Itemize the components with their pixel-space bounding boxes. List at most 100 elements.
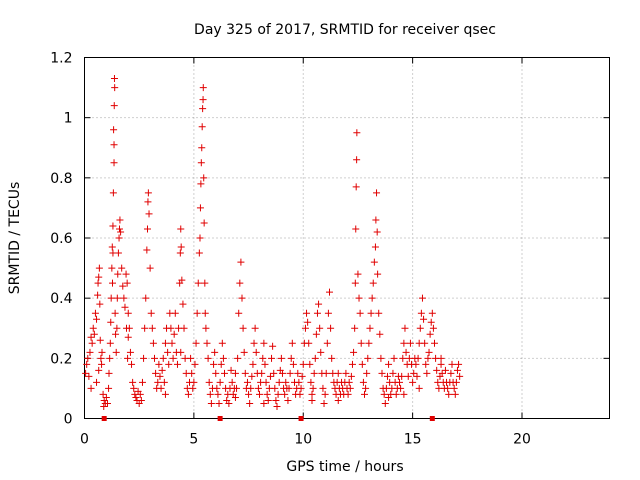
data-point — [161, 339, 169, 347]
data-point — [118, 264, 126, 272]
data-point — [178, 276, 186, 284]
data-point — [456, 372, 464, 380]
data-point — [123, 324, 130, 332]
data-point — [355, 294, 363, 302]
data-point — [87, 384, 95, 392]
data-point — [188, 369, 196, 377]
data-point — [191, 360, 199, 368]
data-points — [82, 75, 464, 410]
data-point — [305, 339, 313, 347]
data-point — [116, 225, 123, 233]
data-point — [218, 339, 226, 347]
data-point — [396, 378, 403, 386]
data-point — [120, 294, 128, 302]
data-point — [334, 369, 342, 377]
data-point — [359, 378, 367, 386]
data-point — [268, 354, 276, 362]
data-point — [195, 249, 203, 257]
data-point — [138, 378, 146, 386]
axis-markers — [101, 416, 435, 421]
data-point — [364, 354, 372, 362]
data-point — [156, 372, 164, 380]
data-point — [327, 324, 335, 332]
data-point — [397, 384, 405, 392]
data-point — [377, 354, 385, 362]
data-point — [193, 309, 201, 317]
data-point — [111, 84, 119, 92]
data-point — [194, 279, 202, 287]
data-point — [269, 342, 277, 350]
data-point — [151, 354, 158, 362]
data-point — [431, 339, 438, 347]
data-point — [107, 294, 115, 302]
data-point — [103, 399, 111, 407]
data-point — [309, 384, 317, 392]
data-point — [287, 354, 295, 362]
data-point — [205, 378, 213, 386]
data-point — [425, 348, 433, 356]
data-point — [142, 294, 150, 302]
data-point — [211, 348, 219, 356]
data-point — [83, 360, 91, 368]
data-point — [203, 339, 211, 347]
data-point — [90, 330, 98, 338]
data-point — [376, 330, 384, 338]
data-point — [210, 360, 218, 368]
data-point — [126, 348, 134, 356]
data-point — [173, 360, 181, 368]
y-tick-label: 0.6 — [50, 231, 72, 247]
data-point — [410, 369, 418, 377]
x-tick-label: 15 — [404, 432, 422, 448]
data-point — [154, 378, 162, 386]
data-point — [368, 294, 376, 302]
data-point — [187, 354, 195, 362]
data-point — [334, 396, 342, 404]
data-point — [184, 390, 192, 398]
data-point — [366, 324, 374, 332]
data-point — [453, 366, 461, 374]
data-point — [371, 243, 379, 251]
data-point — [347, 372, 355, 380]
data-point — [390, 354, 398, 362]
data-point — [179, 300, 187, 308]
data-point — [123, 279, 131, 287]
data-point — [231, 393, 239, 401]
data-point — [164, 348, 172, 356]
data-point — [375, 309, 383, 317]
data-point — [124, 354, 132, 362]
data-point — [424, 354, 432, 362]
data-point — [389, 369, 397, 377]
data-point — [324, 309, 332, 317]
data-point — [399, 354, 407, 362]
data-point — [385, 360, 393, 368]
data-point — [260, 399, 268, 407]
data-point — [406, 339, 414, 347]
data-point — [155, 360, 163, 368]
data-point — [93, 378, 101, 386]
data-point — [167, 324, 175, 332]
data-point — [373, 228, 381, 236]
data-point — [361, 390, 368, 398]
y-tick-label: 0.4 — [50, 291, 72, 307]
data-point — [199, 96, 207, 104]
data-point — [447, 369, 455, 377]
data-point — [254, 384, 262, 392]
data-point — [437, 354, 445, 362]
data-point — [159, 354, 167, 362]
data-point — [100, 402, 108, 410]
data-point — [277, 354, 285, 362]
data-point — [383, 372, 391, 380]
data-point — [144, 225, 151, 233]
data-point — [402, 348, 410, 356]
data-point — [171, 309, 179, 317]
data-point — [108, 264, 116, 272]
data-point — [96, 300, 104, 308]
data-point — [301, 324, 309, 332]
data-point — [251, 324, 259, 332]
axis-ticks: 0 0.2 0.4 0.6 0.8 1 1.2 0 5 10 15 20 — [50, 51, 610, 448]
data-point — [296, 390, 304, 398]
axis-marker — [429, 416, 435, 421]
data-point — [258, 369, 266, 377]
data-point — [200, 174, 208, 182]
